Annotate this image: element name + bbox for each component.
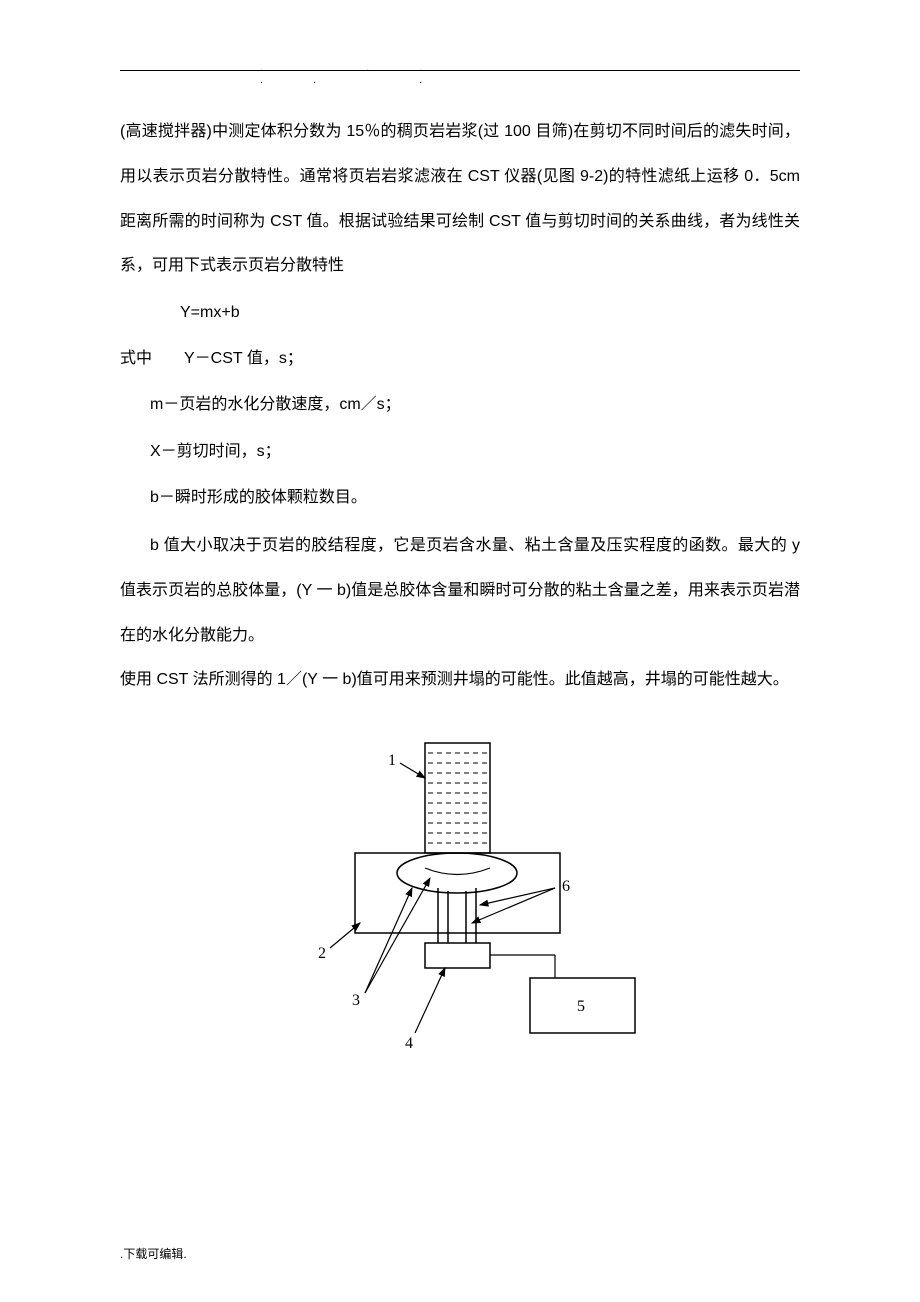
diagram-label-5: 5 bbox=[577, 998, 585, 1015]
definition-intro: 式中 Y－CST 值，s； bbox=[120, 338, 800, 380]
cst-apparatus-diagram: 1 2 3 4 5 6 bbox=[270, 733, 650, 1063]
diagram-label-3: 3 bbox=[352, 992, 360, 1009]
diagram-label-2: 2 bbox=[318, 945, 326, 962]
header-dots: . .. .. . bbox=[260, 62, 520, 86]
footer-text: .下载可编辑. bbox=[120, 1245, 187, 1262]
definition-m: m－页岩的水化分散速度，cm／s； bbox=[120, 384, 800, 426]
paragraph-3: 使用 CST 法所测得的 1／(Y 一 b)值可用来预测井塌的可能性。此值越高，… bbox=[120, 658, 800, 703]
diagram-label-1: 1 bbox=[388, 752, 396, 769]
paragraph-1: (高速搅拌器)中测定体积分数为 15％的稠页岩岩浆(过 100 目筛)在剪切不同… bbox=[120, 110, 800, 289]
diagram-container: 1 2 3 4 5 6 bbox=[120, 733, 800, 1063]
diagram-label-6: 6 bbox=[562, 878, 570, 895]
paragraph-2: b 值大小取决于页岩的胶结程度，它是页岩含水量、粘土含量及压实程度的函数。最大的… bbox=[120, 524, 800, 658]
document-content: (高速搅拌器)中测定体积分数为 15％的稠页岩岩浆(过 100 目筛)在剪切不同… bbox=[120, 110, 800, 1063]
definition-x: X－剪切时间，s； bbox=[120, 431, 800, 473]
formula-equation: Y=mx+b bbox=[120, 294, 800, 332]
diagram-label-4: 4 bbox=[405, 1035, 413, 1052]
definition-b: b－瞬时形成的胶体颗粒数目。 bbox=[120, 477, 800, 519]
